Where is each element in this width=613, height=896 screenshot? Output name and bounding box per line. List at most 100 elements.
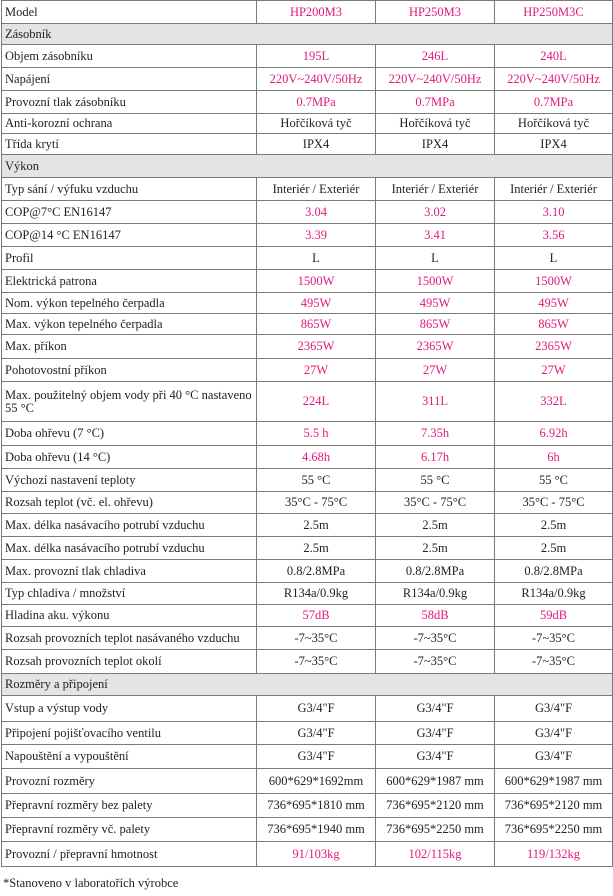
spec-value: 35°C - 75°C <box>256 491 376 514</box>
spec-label: Anti-korozní ochrana <box>1 113 257 134</box>
spec-value: 495W <box>375 292 495 314</box>
spec-value: 7.35h <box>375 421 495 446</box>
spec-label: Typ chladiva / množství <box>1 582 257 605</box>
spec-value: L <box>494 246 613 270</box>
spec-row: Typ chladiva / množství R134a/0.9kg R134a/… <box>1 582 613 605</box>
spec-row: Napouštění a vypouštění G3/4"F G3/4"F G3/4"… <box>1 744 613 769</box>
spec-body: Zásobník Objem zásobníku 195L 246L 240L Napáj… <box>1 23 613 867</box>
spec-row: Max. délka nasávacího potrubí vzduchu 2.5… <box>1 513 613 537</box>
spec-row: Provozní tlak zásobníku 0.7MPa 0.7MPa 0.7MP… <box>1 90 613 114</box>
spec-value: 246L <box>375 44 495 68</box>
spec-value: 495W <box>256 292 376 314</box>
spec-value: 2.5m <box>375 513 495 537</box>
spec-value: 736*695*2120 mm <box>375 793 495 818</box>
spec-label: Objem zásobníku <box>1 44 257 68</box>
spec-value: G3/4"F <box>494 721 613 745</box>
spec-value: 58dB <box>375 604 495 627</box>
spec-value: 27W <box>256 358 376 382</box>
spec-label: COP@7°C EN16147 <box>1 200 257 224</box>
spec-value: 2365W <box>375 334 495 359</box>
section-title: Rozměry a připojení <box>1 673 613 696</box>
spec-row: Doba ohřevu (14 °C) 4.68h 6.17h 6h <box>1 445 613 469</box>
spec-value: Hořčíková tyč <box>375 113 495 134</box>
spec-row: Max. použitelný objem vody při 40 °C nas… <box>1 381 613 422</box>
spec-value: 600*629*1987 mm <box>494 768 613 794</box>
spec-value: 3.10 <box>494 200 613 224</box>
spec-label: COP@14 °C EN16147 <box>1 223 257 247</box>
section-header-row: Rozměry a připojení <box>1 673 613 696</box>
spec-row: COP@14 °C EN16147 3.39 3.41 3.56 <box>1 223 613 247</box>
spec-value: 6.92h <box>494 421 613 446</box>
spec-row: Max. délka nasávacího potrubí vzduchu 2.5… <box>1 536 613 560</box>
spec-label: Výchozí nastavení teploty <box>1 468 257 492</box>
spec-value: 2.5m <box>494 513 613 537</box>
spec-value: Hořčíková tyč <box>256 113 376 134</box>
spec-label: Max. výkon tepelného čerpadla <box>1 313 257 335</box>
spec-label: Rozsah provozních teplot okolí <box>1 649 257 674</box>
spec-label: Elektrická patrona <box>1 269 257 293</box>
spec-label: Max. délka nasávacího potrubí vzduchu <box>1 536 257 560</box>
spec-value: 4.68h <box>256 445 376 469</box>
spec-value: IPX4 <box>494 133 613 155</box>
spec-label: Provozní rozměry <box>1 768 257 794</box>
spec-row: Vstup a výstup vody G3/4"F G3/4"F G3/4"F <box>1 695 613 722</box>
spec-value: 2.5m <box>494 536 613 560</box>
spec-value: 57dB <box>256 604 376 627</box>
spec-value: 865W <box>256 313 376 335</box>
spec-value: G3/4"F <box>256 721 376 745</box>
spec-value: 736*695*2250 mm <box>494 817 613 842</box>
spec-value: G3/4"F <box>494 744 613 769</box>
spec-label: Rozsah provozních teplot nasávaného vzdu… <box>1 626 257 650</box>
spec-value: 332L <box>494 381 613 422</box>
spec-table: Model HP200M3 HP250M3 HP250M3C Zásobník O… <box>1 0 613 867</box>
model-name: HP200M3 <box>256 0 376 24</box>
spec-value: 0.8/2.8MPa <box>494 559 613 583</box>
spec-label: Napájení <box>1 67 257 91</box>
spec-label: Doba ohřevu (14 °C) <box>1 445 257 469</box>
spec-label: Pohotovostní příkon <box>1 358 257 382</box>
spec-value: 6.17h <box>375 445 495 469</box>
spec-value: 865W <box>494 313 613 335</box>
spec-value: G3/4"F <box>256 695 376 722</box>
spec-value: 1500W <box>494 269 613 293</box>
spec-value: 3.02 <box>375 200 495 224</box>
spec-label: Vstup a výstup vody <box>1 695 257 722</box>
spec-value: R134a/0.9kg <box>256 582 376 605</box>
spec-value: 27W <box>375 358 495 382</box>
spec-value: 59dB <box>494 604 613 627</box>
spec-row: Rozsah teplot (vč. el. ohřevu) 35°C - 75°… <box>1 491 613 514</box>
spec-value: 6h <box>494 445 613 469</box>
spec-value: L <box>375 246 495 270</box>
spec-value: 736*695*2120 mm <box>494 793 613 818</box>
spec-label: Max. příkon <box>1 334 257 359</box>
spec-value: 55 °C <box>256 468 376 492</box>
spec-row: Rozsah provozních teplot nasávaného vzdu… <box>1 626 613 650</box>
spec-row: Rozsah provozních teplot okolí -7~35°C -7~… <box>1 649 613 674</box>
spec-value: G3/4"F <box>256 744 376 769</box>
spec-row: Typ sání / výfuku vzduchu Interiér / Exte… <box>1 177 613 201</box>
spec-label: Provozní / přepravní hmotnost <box>1 841 257 867</box>
spec-value: 2.5m <box>256 536 376 560</box>
spec-value: 0.7MPa <box>256 90 376 114</box>
spec-value: IPX4 <box>375 133 495 155</box>
spec-value: -7~35°C <box>375 626 495 650</box>
spec-value: 2.5m <box>375 536 495 560</box>
spec-value: 102/115kg <box>375 841 495 867</box>
spec-value: G3/4"F <box>375 744 495 769</box>
spec-row: Profil L L L <box>1 246 613 270</box>
spec-value: -7~35°C <box>494 649 613 674</box>
spec-value: R134a/0.9kg <box>375 582 495 605</box>
spec-row: Max. provozní tlak chladiva 0.8/2.8MPa 0.8… <box>1 559 613 583</box>
spec-label: Přepravní rozměry bez palety <box>1 793 257 818</box>
spec-value: 3.39 <box>256 223 376 247</box>
spec-value: G3/4"F <box>375 695 495 722</box>
spec-row: Anti-korozní ochrana Hořčíková tyč Hořčíko… <box>1 113 613 134</box>
spec-label: Profil <box>1 246 257 270</box>
spec-value: 0.8/2.8MPa <box>256 559 376 583</box>
spec-value: Hořčíková tyč <box>494 113 613 134</box>
header-row: Model HP200M3 HP250M3 HP250M3C <box>1 0 613 24</box>
spec-value: 2365W <box>494 334 613 359</box>
spec-row: Doba ohřevu (7 °C) 5.5 h 7.35h 6.92h <box>1 421 613 446</box>
spec-row: Připojení pojišťovacího ventilu G3/4"F G3/… <box>1 721 613 745</box>
